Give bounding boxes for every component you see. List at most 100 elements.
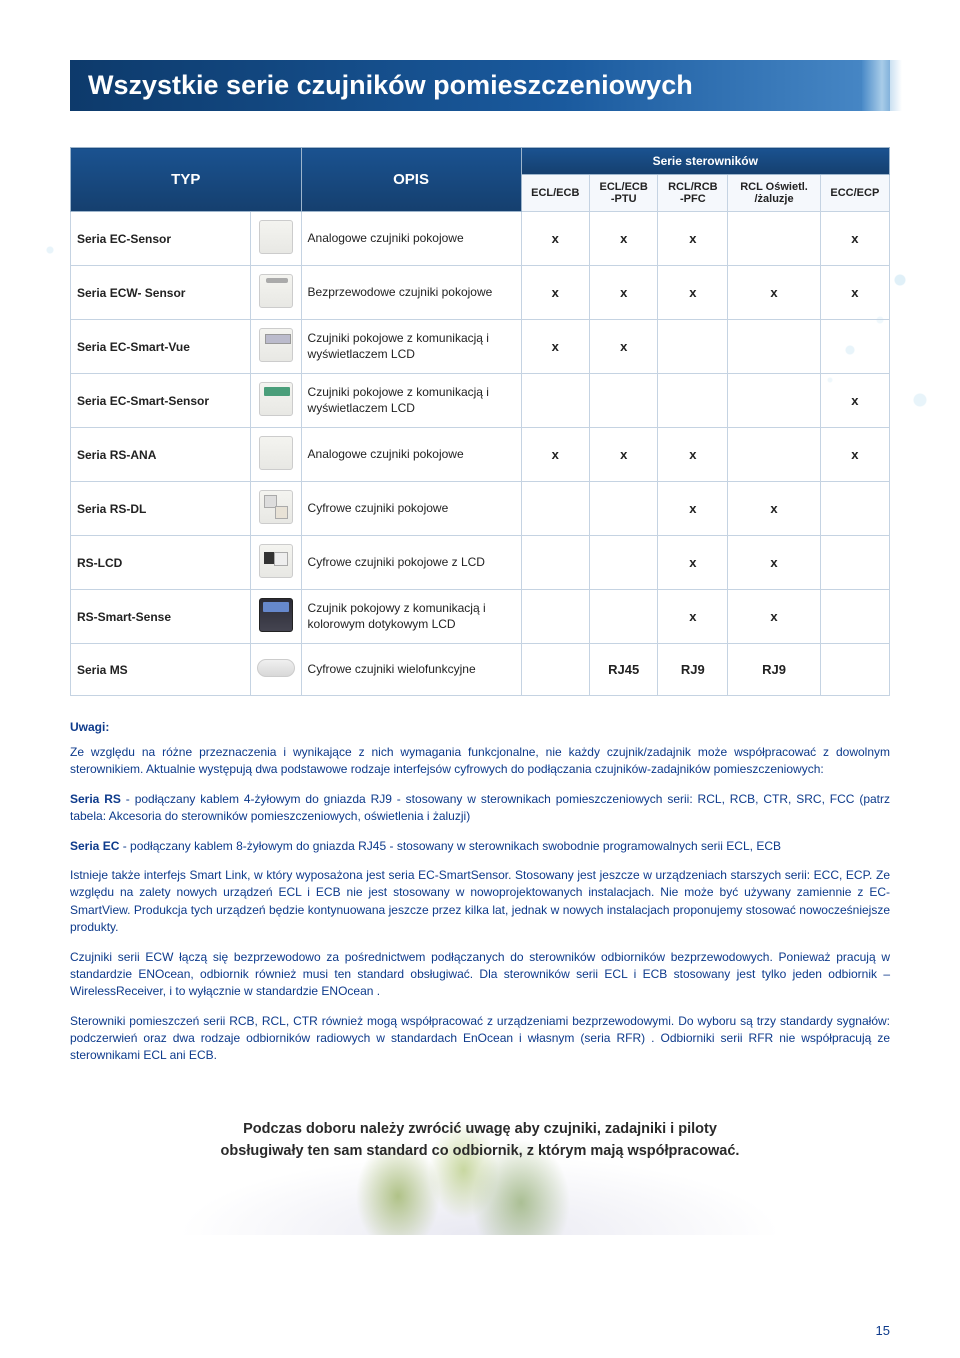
row-val bbox=[728, 320, 820, 374]
row-val: x bbox=[820, 266, 889, 320]
notes-p2: Seria RS - podłączany kablem 4-żyłowym d… bbox=[70, 791, 890, 826]
table-row: Seria EC-Smart-Vue Czujniki pokojowe z ko… bbox=[71, 320, 890, 374]
row-val bbox=[820, 320, 889, 374]
sensor-thumb-icon bbox=[257, 659, 295, 677]
table-row: Seria MSCyfrowe czujniki wielofunkcyjneR… bbox=[71, 644, 890, 696]
row-opis: Analogowe czujniki pokojowe bbox=[301, 212, 521, 266]
page-title: Wszystkie serie czujników pomieszczeniow… bbox=[88, 70, 872, 101]
row-val: x bbox=[658, 482, 728, 536]
notes-section: Uwagi: Ze względu na różne przeznaczenia… bbox=[70, 720, 890, 1065]
table-row: Seria RS-DLCyfrowe czujniki pokojowexx bbox=[71, 482, 890, 536]
row-val: x bbox=[521, 428, 589, 482]
sensor-thumb-icon bbox=[259, 382, 293, 416]
controller-col-2: RCL/RCB-PFC bbox=[658, 175, 728, 212]
row-val bbox=[820, 536, 889, 590]
bottom-callout: Podczas doboru należy zwrócić uwagę aby … bbox=[70, 1105, 890, 1235]
sensor-thumb-icon bbox=[259, 220, 293, 254]
row-val: x bbox=[589, 212, 657, 266]
row-val bbox=[521, 590, 589, 644]
row-val bbox=[589, 482, 657, 536]
row-thumb-cell bbox=[250, 590, 301, 644]
row-typ: Seria EC-Smart-Sensor bbox=[71, 374, 251, 428]
notes-p6: Sterowniki pomieszczeń serii RCB, RCL, C… bbox=[70, 1013, 890, 1065]
table-row: RS-Smart-Sense Czujnik pokojowy z komunik… bbox=[71, 590, 890, 644]
compatibility-table: TYP OPIS Serie sterowników ECL/ECBECL/EC… bbox=[70, 147, 890, 696]
row-typ: Seria EC-Sensor bbox=[71, 212, 251, 266]
row-val: x bbox=[521, 320, 589, 374]
row-val: x bbox=[521, 266, 589, 320]
row-val: x bbox=[589, 428, 657, 482]
col-header-group: Serie sterowników bbox=[521, 148, 889, 175]
table-row: Seria EC-Sensor Analogowe czujniki pokojo… bbox=[71, 212, 890, 266]
col-header-opis: OPIS bbox=[301, 148, 521, 212]
col-header-typ: TYP bbox=[71, 148, 302, 212]
row-val bbox=[820, 644, 889, 696]
row-val bbox=[728, 374, 820, 428]
row-val: RJ45 bbox=[589, 644, 657, 696]
row-val: x bbox=[658, 428, 728, 482]
controller-col-4: ECC/ECP bbox=[820, 175, 889, 212]
row-val bbox=[521, 374, 589, 428]
row-val bbox=[820, 590, 889, 644]
row-thumb-cell bbox=[250, 266, 301, 320]
row-thumb-cell bbox=[250, 482, 301, 536]
row-thumb-cell bbox=[250, 644, 301, 696]
notes-p3-text: - podłączany kablem 8-żyłowym do gniazda… bbox=[119, 839, 781, 853]
row-val bbox=[521, 644, 589, 696]
row-opis: Cyfrowe czujniki pokojowe z LCD bbox=[301, 536, 521, 590]
row-val: x bbox=[728, 536, 820, 590]
row-typ: Seria RS-DL bbox=[71, 482, 251, 536]
row-opis: Analogowe czujniki pokojowe bbox=[301, 428, 521, 482]
notes-p2-text: - podłączany kablem 4-żyłowym do gniazda… bbox=[70, 792, 890, 823]
notes-heading: Uwagi: bbox=[70, 720, 890, 734]
notes-p4: Istnieje także interfejs Smart Link, w k… bbox=[70, 867, 890, 937]
row-opis: Cyfrowe czujniki wielofunkcyjne bbox=[301, 644, 521, 696]
row-typ: Seria EC-Smart-Vue bbox=[71, 320, 251, 374]
row-opis: Czujnik pokojowy z komunikacją i kolorow… bbox=[301, 590, 521, 644]
row-thumb-cell bbox=[250, 536, 301, 590]
row-thumb-cell bbox=[250, 428, 301, 482]
row-val bbox=[658, 374, 728, 428]
row-val: x bbox=[658, 536, 728, 590]
controller-col-3: RCL Oświetl./żaluzje bbox=[728, 175, 820, 212]
row-val bbox=[521, 482, 589, 536]
row-typ: Seria ECW- Sensor bbox=[71, 266, 251, 320]
row-val: x bbox=[658, 266, 728, 320]
row-opis: Cyfrowe czujniki pokojowe bbox=[301, 482, 521, 536]
sensor-thumb-icon bbox=[259, 544, 293, 578]
row-val bbox=[521, 536, 589, 590]
controller-col-1: ECL/ECB-PTU bbox=[589, 175, 657, 212]
table-row: Seria EC-Smart-Sensor Czujniki pokojowe z… bbox=[71, 374, 890, 428]
row-val: RJ9 bbox=[728, 644, 820, 696]
row-val: x bbox=[728, 590, 820, 644]
notes-p3-bold: Seria EC bbox=[70, 839, 119, 853]
row-val: x bbox=[589, 266, 657, 320]
row-val bbox=[589, 536, 657, 590]
row-val: x bbox=[589, 320, 657, 374]
row-thumb-cell bbox=[250, 320, 301, 374]
row-val: RJ9 bbox=[658, 644, 728, 696]
row-thumb-cell bbox=[250, 212, 301, 266]
callout-text: Podczas doboru należy zwrócić uwagę aby … bbox=[70, 1119, 890, 1163]
sensor-thumb-icon bbox=[259, 436, 293, 470]
sensor-thumb-icon bbox=[259, 274, 293, 308]
row-typ: Seria RS-ANA bbox=[71, 428, 251, 482]
page-title-bar: Wszystkie serie czujników pomieszczeniow… bbox=[70, 60, 890, 111]
row-val: x bbox=[728, 266, 820, 320]
table-row: Seria RS-ANAAnalogowe czujniki pokojowex… bbox=[71, 428, 890, 482]
notes-p1: Ze względu na różne przeznaczenia i wyni… bbox=[70, 744, 890, 779]
row-val: x bbox=[820, 374, 889, 428]
notes-p5: Czujniki serii ECW łączą się bezprzewodo… bbox=[70, 949, 890, 1001]
table-row: Seria ECW- SensorBezprzewodowe czujniki … bbox=[71, 266, 890, 320]
row-val: x bbox=[521, 212, 589, 266]
row-thumb-cell bbox=[250, 374, 301, 428]
sensor-thumb-icon bbox=[259, 598, 293, 632]
row-opis: Czujniki pokojowe z komunikacją i wyświe… bbox=[301, 320, 521, 374]
callout-line1: Podczas doboru należy zwrócić uwagę aby … bbox=[243, 1121, 717, 1137]
row-val: x bbox=[658, 212, 728, 266]
row-val bbox=[728, 428, 820, 482]
row-opis: Czujniki pokojowe z komunikacją i wyświe… bbox=[301, 374, 521, 428]
row-val bbox=[589, 590, 657, 644]
row-val: x bbox=[820, 212, 889, 266]
row-typ: RS-Smart-Sense bbox=[71, 590, 251, 644]
